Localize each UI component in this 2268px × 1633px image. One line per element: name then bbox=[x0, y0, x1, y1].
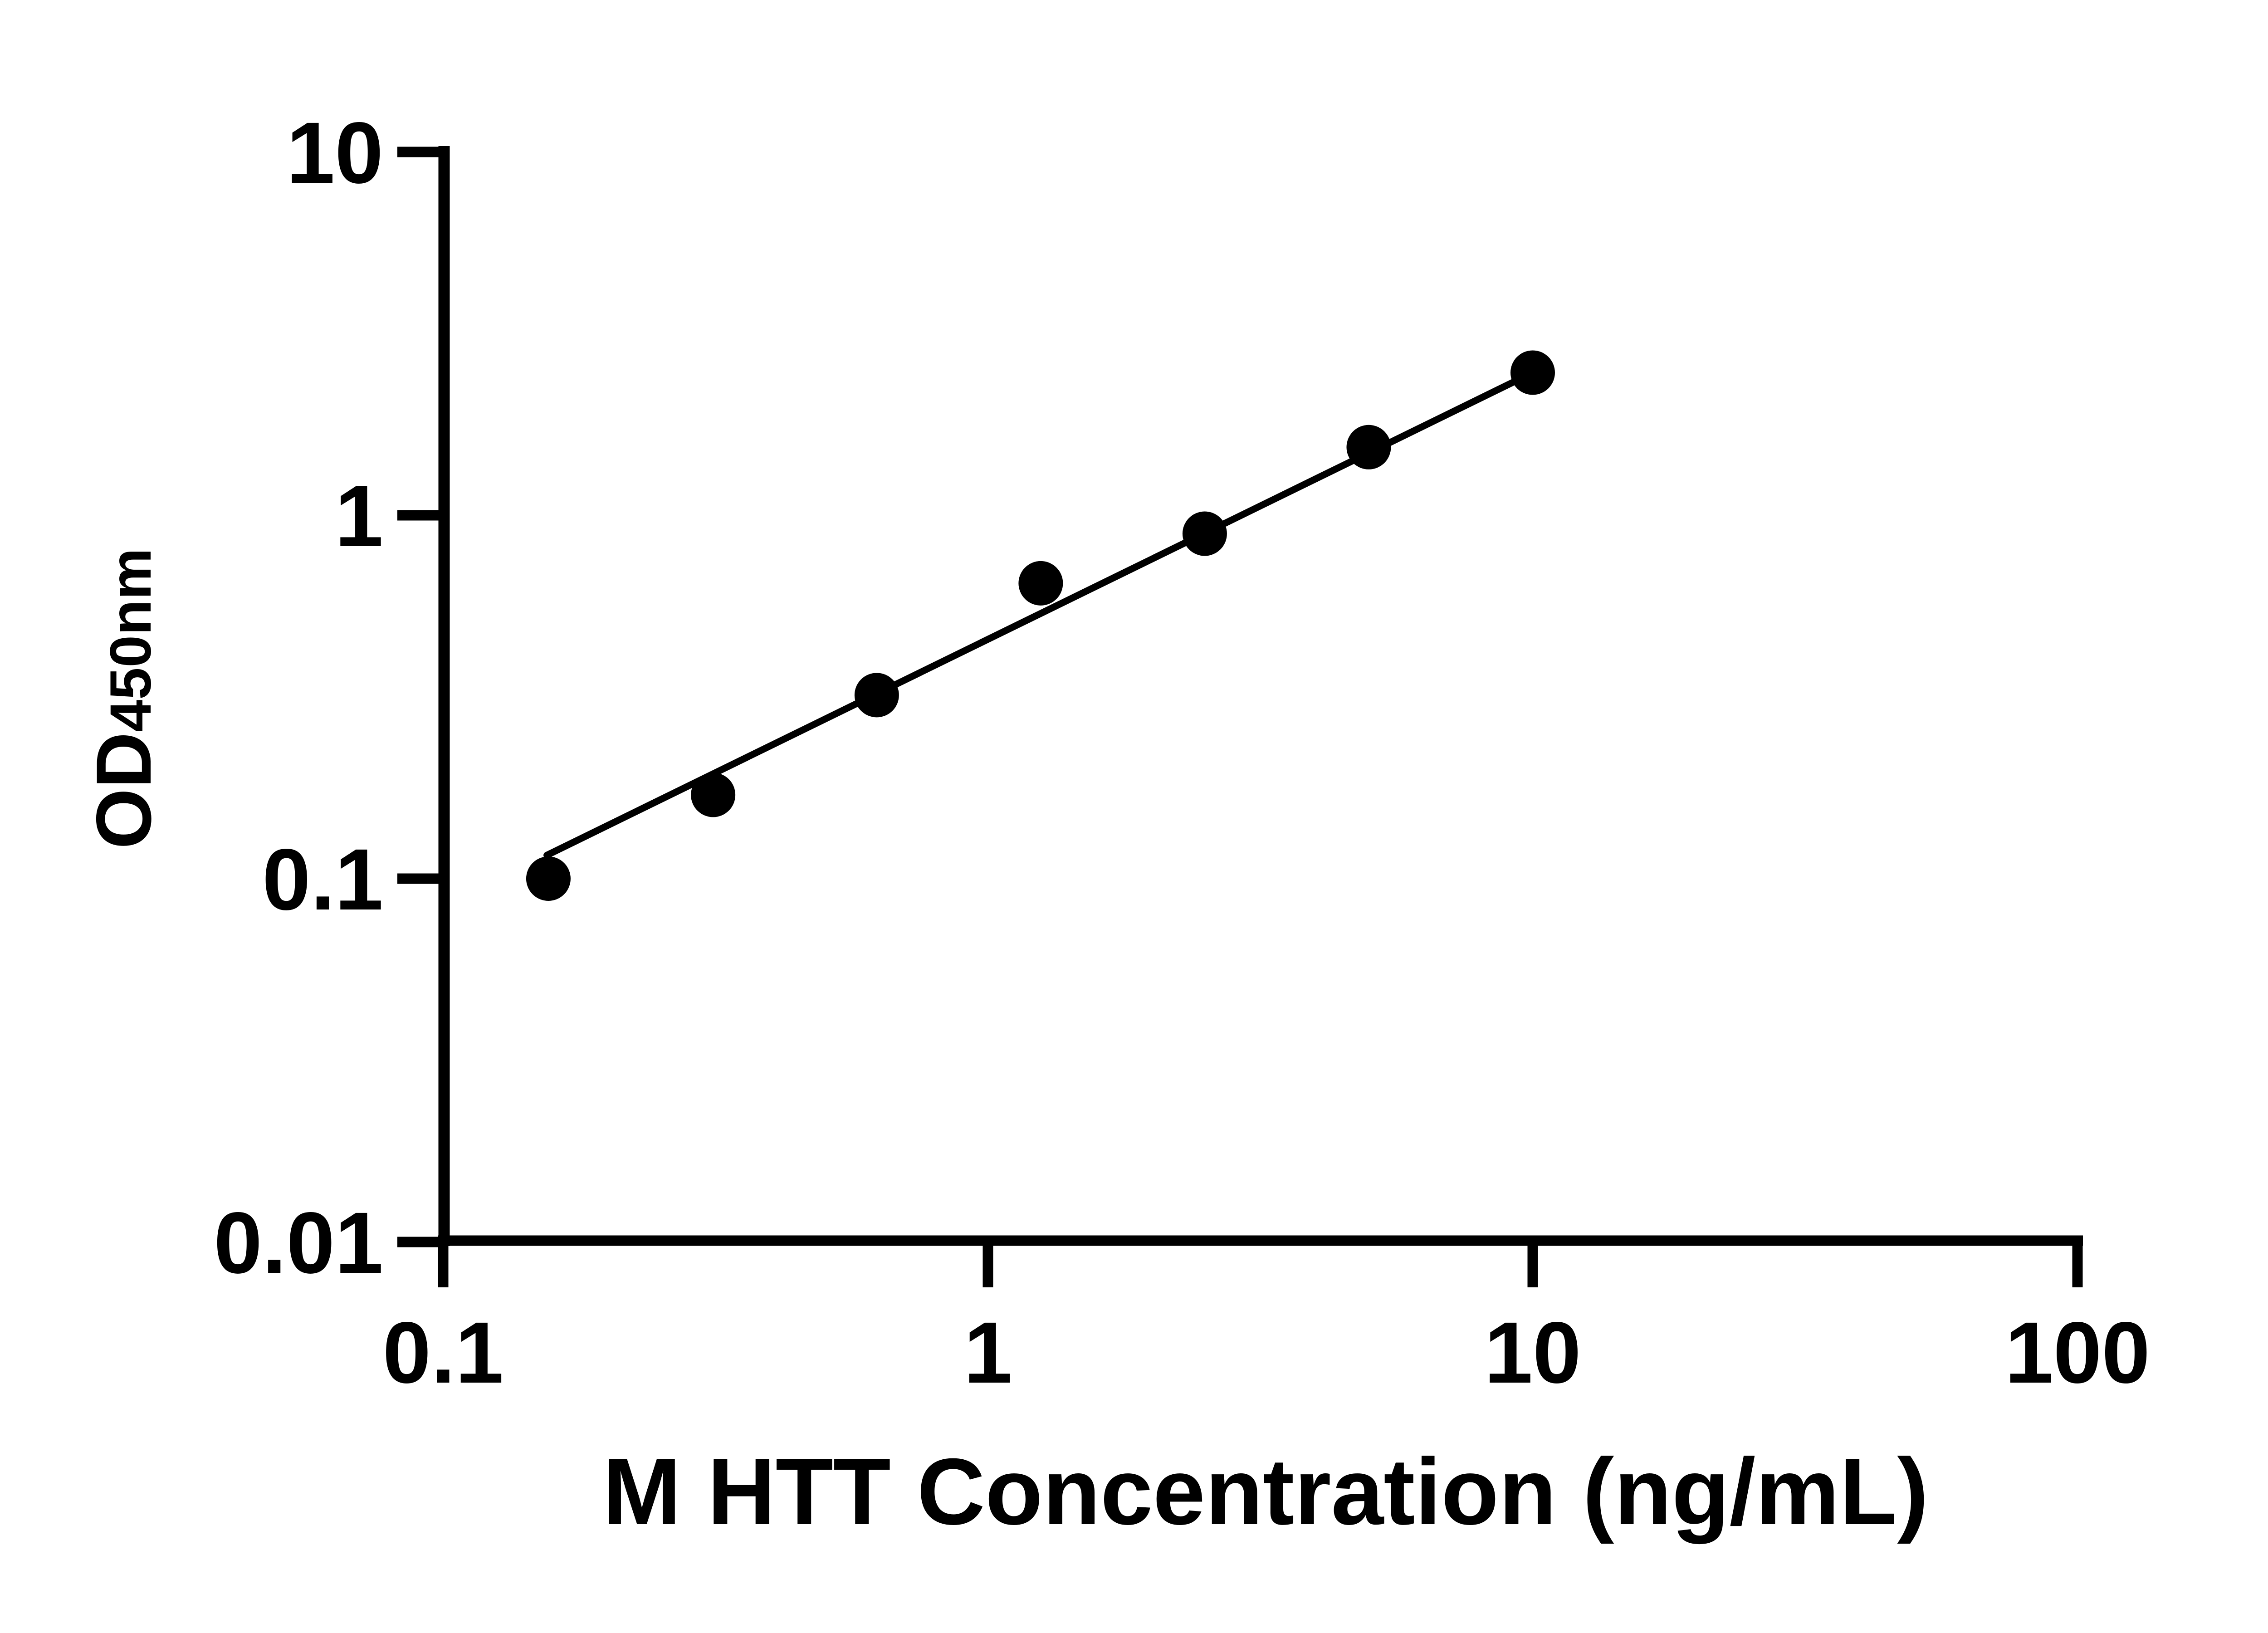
data-point bbox=[526, 856, 571, 901]
data-point bbox=[1510, 350, 1555, 395]
x-tick-label: 0.1 bbox=[383, 1304, 504, 1401]
y-axis-title-subscript: 450nm bbox=[98, 548, 163, 732]
y-tick-label: 0.1 bbox=[262, 831, 383, 928]
x-tick-label: 100 bbox=[2005, 1304, 2150, 1401]
y-axis-title: OD450nm bbox=[80, 548, 167, 849]
x-tick-label: 10 bbox=[1484, 1304, 1581, 1401]
y-tick-label: 0.01 bbox=[214, 1194, 383, 1291]
data-points bbox=[526, 350, 1555, 901]
y-tick-label: 1 bbox=[335, 467, 383, 565]
data-point bbox=[1182, 511, 1227, 556]
data-point bbox=[1018, 561, 1063, 606]
x-tick-label: 1 bbox=[964, 1304, 1012, 1401]
x-axis-title: M HTT Concentration (ng/mL) bbox=[602, 1439, 1928, 1545]
axes bbox=[438, 146, 2083, 1246]
y-axis-title-main: OD bbox=[80, 732, 167, 849]
data-point bbox=[1346, 425, 1391, 469]
data-point bbox=[691, 772, 736, 817]
y-tick-label: 10 bbox=[286, 104, 383, 201]
tick-marks bbox=[397, 147, 2083, 1287]
data-point bbox=[854, 673, 899, 718]
